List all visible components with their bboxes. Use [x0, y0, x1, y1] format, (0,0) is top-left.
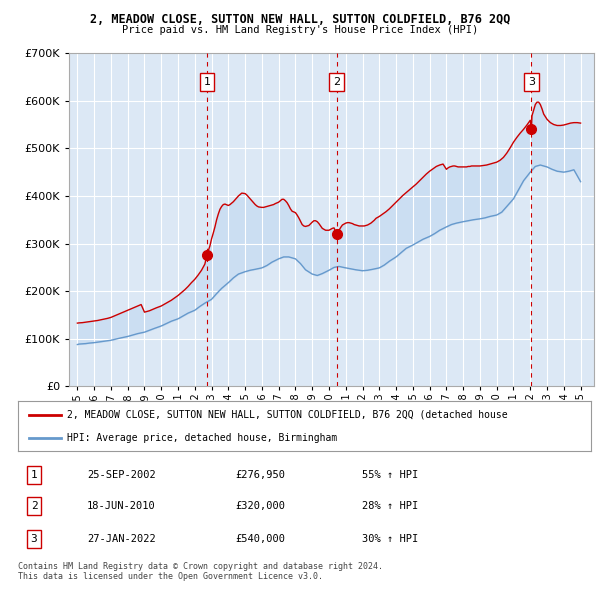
Text: 2: 2 [31, 501, 37, 511]
Text: 2, MEADOW CLOSE, SUTTON NEW HALL, SUTTON COLDFIELD, B76 2QQ: 2, MEADOW CLOSE, SUTTON NEW HALL, SUTTON… [90, 13, 510, 26]
Text: 30% ↑ HPI: 30% ↑ HPI [362, 534, 418, 544]
Text: 1: 1 [203, 77, 211, 87]
Text: 25-SEP-2002: 25-SEP-2002 [87, 470, 155, 480]
Text: 18-JUN-2010: 18-JUN-2010 [87, 501, 155, 511]
Text: Price paid vs. HM Land Registry's House Price Index (HPI): Price paid vs. HM Land Registry's House … [122, 25, 478, 35]
Text: 3: 3 [528, 77, 535, 87]
Text: £320,000: £320,000 [236, 501, 286, 511]
Text: 27-JAN-2022: 27-JAN-2022 [87, 534, 155, 544]
Text: £276,950: £276,950 [236, 470, 286, 480]
Text: 3: 3 [31, 534, 37, 544]
Text: Contains HM Land Registry data © Crown copyright and database right 2024.
This d: Contains HM Land Registry data © Crown c… [18, 562, 383, 581]
Text: 1: 1 [31, 470, 37, 480]
Text: 2, MEADOW CLOSE, SUTTON NEW HALL, SUTTON COLDFIELD, B76 2QQ (detached house: 2, MEADOW CLOSE, SUTTON NEW HALL, SUTTON… [67, 409, 508, 419]
Text: 2: 2 [333, 77, 340, 87]
Text: 28% ↑ HPI: 28% ↑ HPI [362, 501, 418, 511]
Text: £540,000: £540,000 [236, 534, 286, 544]
Text: 55% ↑ HPI: 55% ↑ HPI [362, 470, 418, 480]
Text: HPI: Average price, detached house, Birmingham: HPI: Average price, detached house, Birm… [67, 433, 337, 443]
